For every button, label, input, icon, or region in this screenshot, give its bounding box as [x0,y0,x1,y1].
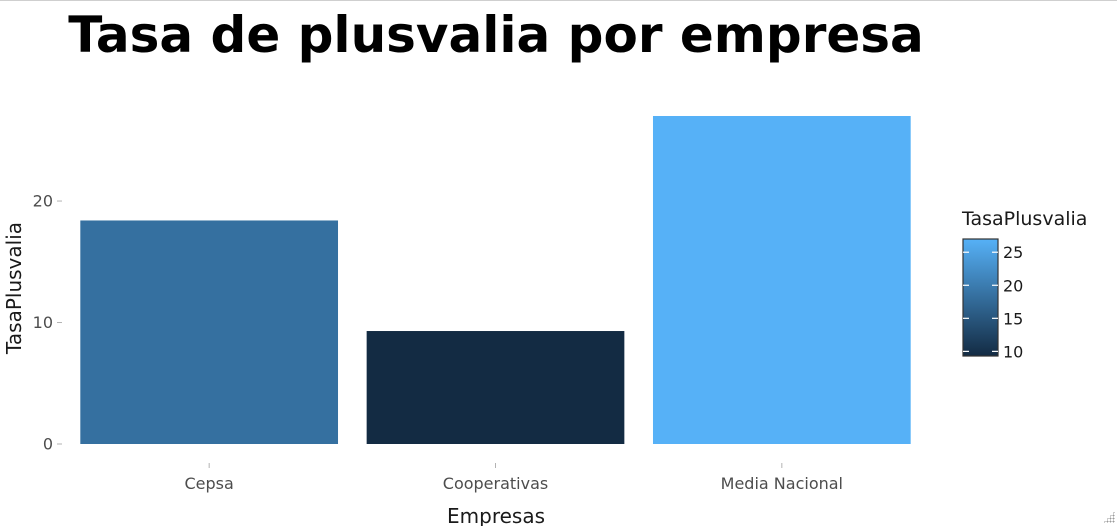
y-tick-label: 20 [33,192,53,211]
bars [80,116,911,444]
y-tick-label: 10 [33,313,53,332]
x-tick-label: Cooperativas [443,474,548,493]
legend-tick-label: 10 [1003,342,1023,361]
legend-title: TasaPlusvalia [961,208,1087,230]
legend-tick-label: 15 [1003,309,1023,328]
x-tick-label: Media Nacional [721,474,843,493]
bar [652,116,911,444]
bar [80,220,339,444]
chart-title: Tasa de plusvalia por empresa [68,6,924,64]
legend: TasaPlusvalia 10 15 20 25 [961,208,1087,361]
x-axis-label: Empresas [447,504,545,526]
legend-tick-label: 25 [1003,243,1023,262]
x-tick-label: Cepsa [185,474,234,493]
bar [366,331,625,444]
legend-colorbar [962,238,999,357]
y-axis-label: TasaPlusvalia [2,222,26,355]
legend-tick-label: 20 [1003,276,1023,295]
y-axis: 0 10 20 [33,192,62,454]
y-tick-label: 0 [43,435,53,454]
legend-ticks: 10 15 20 25 [963,243,1023,361]
x-axis: Cepsa Cooperativas Media Nacional [185,463,843,493]
